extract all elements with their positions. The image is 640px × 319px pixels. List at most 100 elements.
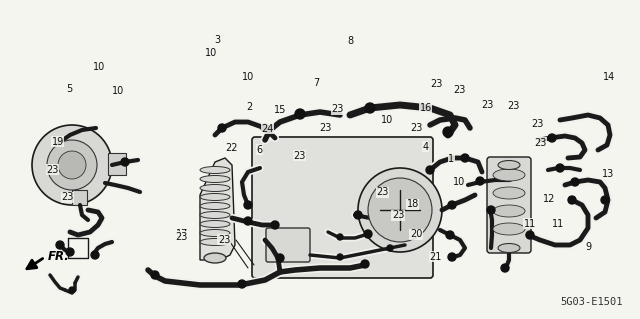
Circle shape	[448, 201, 456, 209]
Circle shape	[66, 248, 74, 256]
Circle shape	[218, 124, 226, 132]
Text: 4: 4	[422, 142, 429, 152]
Text: 23: 23	[534, 138, 547, 148]
Ellipse shape	[493, 187, 525, 199]
Text: 10: 10	[112, 86, 125, 96]
Text: 23: 23	[453, 85, 466, 95]
Circle shape	[364, 230, 372, 238]
Circle shape	[448, 253, 456, 261]
Text: 24: 24	[261, 124, 274, 134]
Circle shape	[568, 196, 576, 204]
Circle shape	[571, 178, 579, 186]
Circle shape	[337, 234, 343, 240]
Ellipse shape	[498, 160, 520, 169]
Ellipse shape	[200, 175, 230, 182]
Ellipse shape	[200, 239, 230, 246]
Text: 23: 23	[430, 78, 443, 89]
Text: 22: 22	[225, 143, 238, 153]
Text: 23: 23	[410, 122, 422, 133]
Text: 13: 13	[602, 169, 614, 179]
Text: 23: 23	[507, 101, 520, 111]
Text: 10: 10	[242, 71, 255, 82]
Circle shape	[387, 245, 393, 251]
Text: 11: 11	[524, 219, 536, 229]
Ellipse shape	[493, 223, 525, 235]
Text: 23: 23	[531, 119, 544, 129]
Text: 21: 21	[429, 252, 442, 262]
Text: 23: 23	[218, 235, 230, 245]
Circle shape	[56, 241, 64, 249]
Circle shape	[32, 125, 112, 205]
Circle shape	[121, 158, 129, 166]
Text: 12: 12	[543, 194, 556, 204]
Text: 10: 10	[381, 115, 394, 125]
Circle shape	[443, 127, 453, 137]
Text: 9: 9	[586, 242, 592, 252]
Text: 8: 8	[347, 36, 353, 47]
Circle shape	[446, 231, 454, 239]
Text: 20: 20	[410, 229, 422, 240]
Ellipse shape	[498, 243, 520, 253]
Circle shape	[354, 211, 362, 219]
Text: 23: 23	[46, 165, 59, 175]
Bar	[72, 190, 87, 205]
Circle shape	[361, 260, 369, 268]
Text: 1: 1	[448, 154, 454, 165]
Circle shape	[556, 164, 564, 172]
Circle shape	[244, 217, 252, 225]
Ellipse shape	[493, 205, 525, 217]
Text: FR.: FR.	[48, 250, 70, 263]
Ellipse shape	[200, 167, 230, 174]
Ellipse shape	[200, 211, 230, 219]
Text: 5G03-E1501: 5G03-E1501	[560, 297, 623, 307]
Circle shape	[151, 271, 159, 279]
Text: 23: 23	[319, 123, 332, 133]
Circle shape	[487, 206, 495, 214]
Text: 3: 3	[214, 35, 221, 45]
Circle shape	[244, 201, 252, 209]
Text: 23: 23	[392, 210, 404, 220]
PathPatch shape	[200, 158, 235, 260]
Text: 18: 18	[406, 199, 419, 209]
Text: 17: 17	[176, 228, 189, 239]
Circle shape	[276, 254, 284, 262]
Text: 23: 23	[61, 192, 74, 202]
Text: 10: 10	[453, 177, 466, 188]
Text: 15: 15	[274, 105, 287, 115]
Ellipse shape	[200, 184, 230, 191]
Circle shape	[69, 287, 75, 293]
Text: 10: 10	[205, 48, 218, 58]
Text: 2: 2	[246, 102, 253, 112]
Circle shape	[358, 168, 442, 252]
Circle shape	[501, 264, 509, 272]
Bar	[108, 153, 126, 175]
Circle shape	[426, 166, 434, 174]
Circle shape	[261, 124, 269, 132]
Text: 23: 23	[293, 151, 306, 161]
Ellipse shape	[200, 220, 230, 227]
Circle shape	[526, 231, 534, 239]
Circle shape	[295, 109, 305, 119]
Ellipse shape	[200, 229, 230, 236]
Circle shape	[601, 196, 609, 204]
Text: 14: 14	[603, 71, 616, 82]
Circle shape	[238, 280, 246, 288]
FancyBboxPatch shape	[487, 157, 531, 253]
Ellipse shape	[200, 194, 230, 201]
Ellipse shape	[493, 169, 525, 181]
FancyBboxPatch shape	[266, 228, 310, 262]
Text: 23: 23	[332, 104, 344, 114]
Text: 16: 16	[419, 103, 432, 114]
FancyBboxPatch shape	[252, 137, 433, 278]
Circle shape	[476, 177, 484, 185]
Text: 23: 23	[175, 232, 188, 242]
Circle shape	[47, 140, 97, 190]
Text: 11: 11	[552, 219, 564, 229]
Circle shape	[365, 103, 375, 113]
Circle shape	[548, 134, 556, 142]
Circle shape	[368, 178, 432, 242]
Circle shape	[337, 254, 343, 260]
Circle shape	[58, 151, 86, 179]
Ellipse shape	[204, 253, 226, 263]
Text: 10: 10	[93, 62, 106, 72]
